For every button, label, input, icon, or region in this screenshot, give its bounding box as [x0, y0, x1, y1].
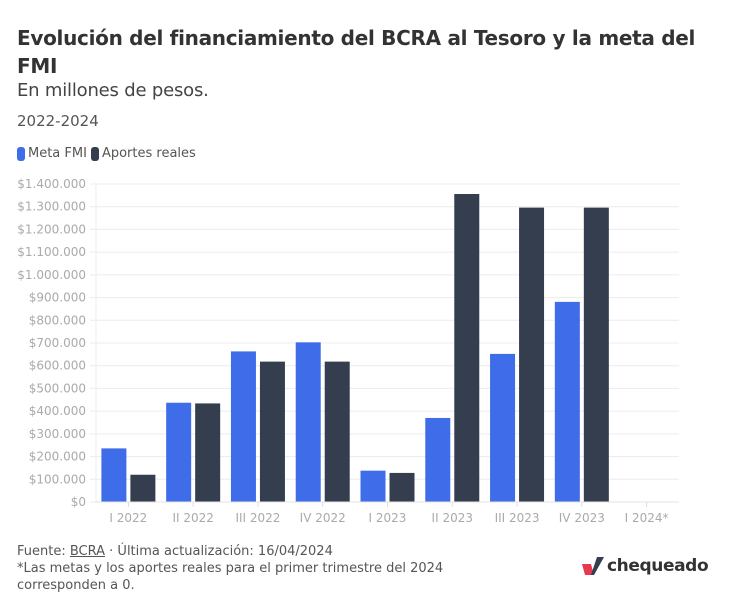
x-axis-ticks: I 2022 II 2022 III 2022 IV 2022 I 2023 II 202…: [96, 501, 679, 525]
y-tick-label: $100.000: [29, 472, 86, 486]
y-tick-label: $300.000: [29, 427, 86, 441]
legend-item-aportes[interactable]: Aportes reales: [90, 146, 196, 161]
footer: Fuente: BCRA · Última actualización: 16/…: [17, 543, 443, 594]
y-tick-label: $1.000.000: [17, 268, 86, 282]
note-line-2: corresponden a 0.: [17, 578, 135, 593]
y-tick-label: $800.000: [29, 313, 86, 327]
x-tick-label: II 2023: [432, 511, 473, 525]
chart-title: Evolución del financiamiento del BCRA al…: [17, 26, 696, 78]
legend-swatch-meta: [17, 146, 25, 161]
note-line-1: *Las metas y los aportes reales para el …: [17, 561, 444, 576]
y-tick-label: $200.000: [29, 450, 86, 464]
logo-text: chequeado: [607, 556, 709, 576]
source-link[interactable]: BCRA: [69, 544, 106, 559]
update-date: · Última actualización: 16/04/2024: [105, 544, 333, 559]
legend-item-meta[interactable]: Meta FMI: [17, 146, 87, 161]
bar-aportes[interactable]: [519, 207, 545, 502]
y-tick-label: $600.000: [29, 359, 86, 373]
bar-meta[interactable]: [360, 470, 386, 502]
y-tick-label: $500.000: [29, 381, 86, 395]
gridlines: [90, 183, 679, 503]
x-tick-label: IV 2022: [300, 511, 346, 525]
bar-aportes[interactable]: [130, 474, 156, 502]
bar-aportes[interactable]: [583, 207, 609, 502]
bar-chart: $0 $100.000 $200.000 $300.000 $400.000 $500.0…: [17, 177, 679, 525]
legend-label-meta: Meta FMI: [28, 146, 87, 161]
y-tick-label: $0: [71, 495, 86, 509]
bar-aportes[interactable]: [454, 193, 480, 502]
bar-aportes[interactable]: [324, 361, 350, 502]
bar-aportes[interactable]: [389, 472, 415, 502]
y-tick-label: $1.100.000: [17, 245, 86, 259]
bars: [101, 193, 609, 502]
legend-swatch-aportes: [90, 146, 99, 161]
chart-subtitle: En millones de pesos.: [17, 80, 209, 101]
bar-meta[interactable]: [425, 417, 451, 502]
chequeado-logo[interactable]: chequeado: [582, 556, 709, 576]
bar-meta[interactable]: [554, 301, 580, 502]
legend-label-aportes: Aportes reales: [101, 146, 196, 161]
x-tick-label: I 2024*: [625, 511, 669, 525]
x-tick-label: I 2023: [369, 511, 407, 525]
y-tick-label: $900.000: [29, 291, 86, 305]
x-tick-label: I 2022: [109, 511, 147, 525]
source-line: Fuente: BCRA · Última actualización: 16/…: [17, 543, 443, 560]
x-tick-label: III 2022: [235, 511, 280, 525]
x-tick-label: III 2023: [495, 511, 540, 525]
bar-meta[interactable]: [230, 351, 256, 502]
bar-meta[interactable]: [166, 402, 192, 502]
y-tick-label: $1.400.000: [17, 177, 86, 191]
source-prefix: Fuente:: [17, 544, 70, 559]
y-tick-label: $1.200.000: [17, 222, 86, 236]
logo-check-icon: [582, 557, 604, 575]
bar-aportes[interactable]: [259, 361, 285, 502]
x-tick-label: II 2022: [172, 511, 213, 525]
bar-aportes[interactable]: [195, 403, 221, 502]
y-tick-label: $400.000: [29, 404, 86, 418]
bar-meta[interactable]: [101, 448, 127, 502]
y-tick-label: $700.000: [29, 336, 86, 350]
y-axis-ticks: $0 $100.000 $200.000 $300.000 $400.000 $500.0…: [17, 177, 86, 509]
chart-period: 2022-2024: [17, 112, 99, 130]
bar-meta[interactable]: [490, 353, 516, 502]
legend: Meta FMI Aportes reales: [17, 146, 200, 161]
bar-meta[interactable]: [295, 342, 321, 502]
x-tick-label: IV 2023: [559, 511, 605, 525]
y-tick-label: $1.300.000: [17, 200, 86, 214]
